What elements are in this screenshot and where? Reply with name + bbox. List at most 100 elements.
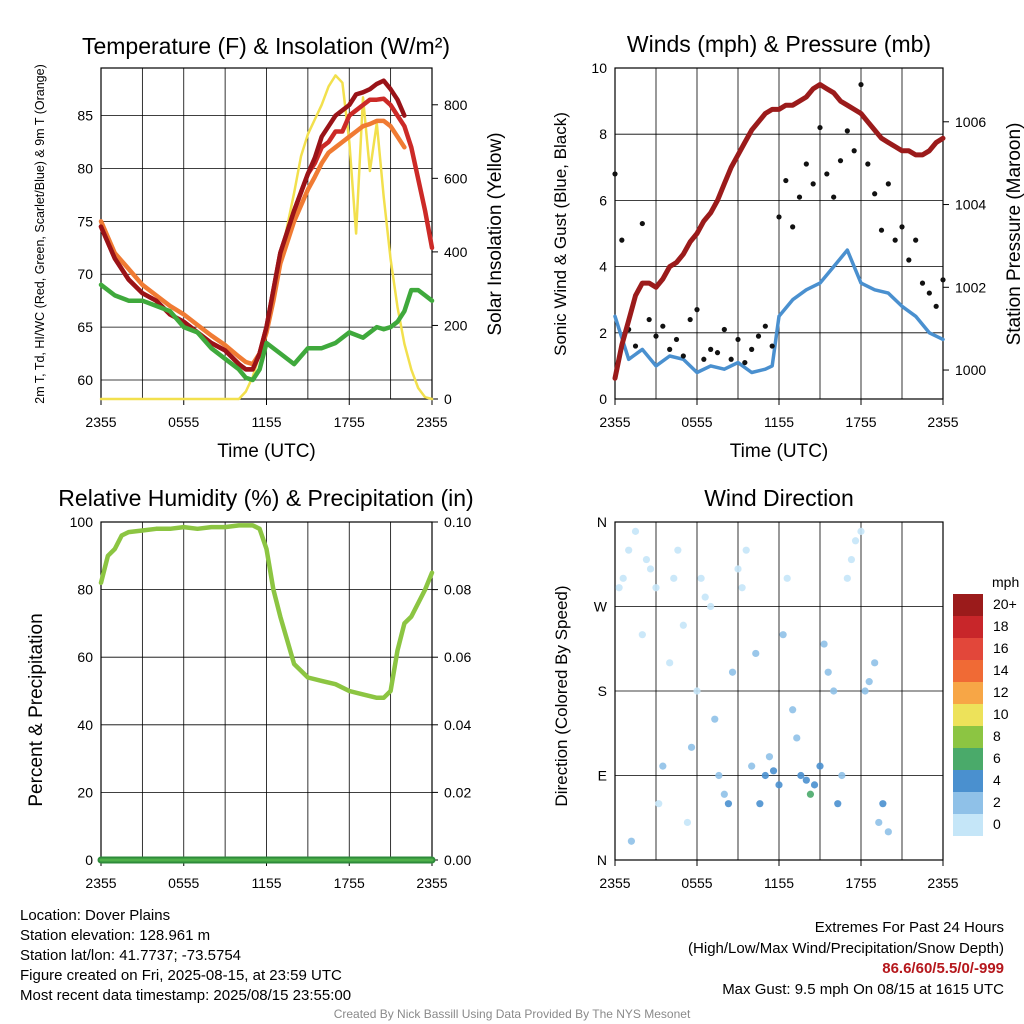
gust-point — [742, 359, 748, 366]
direction-point — [715, 771, 723, 780]
y2-axis-label: Station Pressure (Maroon) — [1004, 123, 1024, 346]
direction-point — [655, 800, 663, 808]
gust-point — [749, 346, 755, 352]
direction-point — [797, 771, 805, 780]
series-line-rh — [98, 523, 435, 701]
gust-point — [878, 227, 885, 233]
y2-tick-label: 600 — [444, 170, 468, 186]
direction-point — [707, 602, 715, 611]
gust-point — [919, 280, 926, 286]
gust-point — [714, 350, 721, 356]
gust-point — [721, 326, 727, 333]
y-tick-label: E — [598, 768, 607, 784]
y-tick-label: 60 — [77, 649, 93, 665]
created-text: Figure created on Fri, 2025-08-15, at 23… — [20, 967, 342, 984]
recent-text: Most recent data timestamp: 2025/08/15 2… — [20, 987, 352, 1004]
direction-point — [871, 659, 879, 667]
y-tick-label: 8 — [599, 126, 607, 142]
direction-point — [720, 790, 728, 798]
gust-point — [769, 343, 775, 349]
gust-point — [803, 161, 809, 167]
y-tick-label: 40 — [77, 717, 93, 733]
legend-label: 18 — [993, 618, 1009, 634]
direction-point — [748, 762, 756, 770]
direction-point — [697, 574, 705, 582]
elevation-text: Station elevation: 128.961 m — [20, 927, 211, 944]
direction-point — [793, 734, 801, 742]
y2-tick-label: 0.10 — [444, 514, 471, 530]
gust-point — [892, 237, 898, 243]
x-tick-label: 2355 — [599, 414, 630, 430]
legend-swatch — [953, 616, 983, 638]
gust-point — [708, 346, 714, 352]
direction-point — [646, 565, 655, 573]
legend-label: 16 — [993, 640, 1009, 656]
direction-point — [761, 771, 769, 780]
chart-title-2: Relative Humidity (%) & Precipitation (i… — [58, 485, 473, 511]
gust-point — [687, 316, 693, 323]
gust-point — [885, 181, 891, 187]
direction-point — [875, 818, 883, 827]
direction-point — [810, 781, 819, 789]
y2-tick-label: 0.08 — [444, 582, 471, 598]
legend-label: 0 — [993, 816, 1001, 832]
y-tick-label: 4 — [599, 259, 607, 275]
direction-point — [789, 706, 797, 714]
direction-point — [701, 593, 709, 601]
x-tick-label: 1755 — [845, 414, 876, 430]
y2-tick-label: 1006 — [955, 114, 986, 130]
location-text: Location: Dover Plains — [20, 907, 171, 924]
legend-swatch — [953, 726, 983, 748]
gust-point — [858, 81, 864, 88]
gust-point — [933, 303, 939, 309]
legend-label: 6 — [993, 750, 1001, 766]
x-tick-label: 1155 — [251, 875, 281, 891]
direction-point — [627, 837, 636, 845]
gust-point — [790, 224, 796, 230]
gust-point — [851, 148, 857, 154]
x-tick-label: 2355 — [599, 875, 630, 891]
gust-point — [906, 257, 912, 263]
legend-swatch — [953, 594, 983, 616]
direction-point — [615, 584, 623, 592]
y-tick-label: 75 — [77, 213, 93, 229]
legend-swatch — [953, 748, 983, 770]
x-tick-label: 0555 — [681, 414, 712, 430]
legend-label: 2 — [993, 794, 1001, 810]
y2-tick-label: 1000 — [955, 362, 986, 378]
y-tick-label: 100 — [70, 514, 94, 530]
gust-point — [646, 316, 652, 323]
direction-point — [738, 584, 746, 592]
chart-title-3: Wind Direction — [704, 485, 854, 511]
y-tick-label: 0 — [85, 852, 93, 868]
gust-point — [824, 171, 830, 177]
x-tick-label: 1155 — [764, 875, 794, 891]
legend-label: 12 — [993, 684, 1009, 700]
gust-point — [660, 323, 666, 329]
x-tick-label: 1755 — [334, 875, 365, 891]
y2-tick-label: 200 — [444, 317, 468, 333]
direction-point — [659, 762, 667, 770]
direction-point — [638, 631, 646, 639]
latlon-text: Station lat/lon: 41.7737; -73.5754 — [20, 947, 242, 964]
y2-tick-label: 0.00 — [444, 852, 471, 868]
y2-tick-label: 800 — [444, 97, 468, 113]
direction-point — [769, 767, 778, 775]
direction-point — [834, 800, 842, 808]
direction-point — [756, 800, 764, 808]
gust-point — [899, 224, 905, 230]
gust-point — [728, 356, 734, 362]
direction-point — [851, 537, 860, 545]
y-tick-label: 20 — [77, 784, 93, 800]
gust-point — [776, 214, 782, 220]
series-line-pressure — [612, 82, 946, 381]
direction-point — [820, 640, 828, 648]
gust-point — [612, 171, 618, 177]
direction-point — [679, 621, 687, 629]
legend-title: mph — [992, 574, 1019, 590]
x-tick-label: 0555 — [168, 414, 199, 430]
direction-point — [861, 687, 869, 695]
gust-point — [796, 194, 803, 200]
direction-point — [724, 800, 733, 808]
legend-label: 20+ — [993, 596, 1017, 612]
